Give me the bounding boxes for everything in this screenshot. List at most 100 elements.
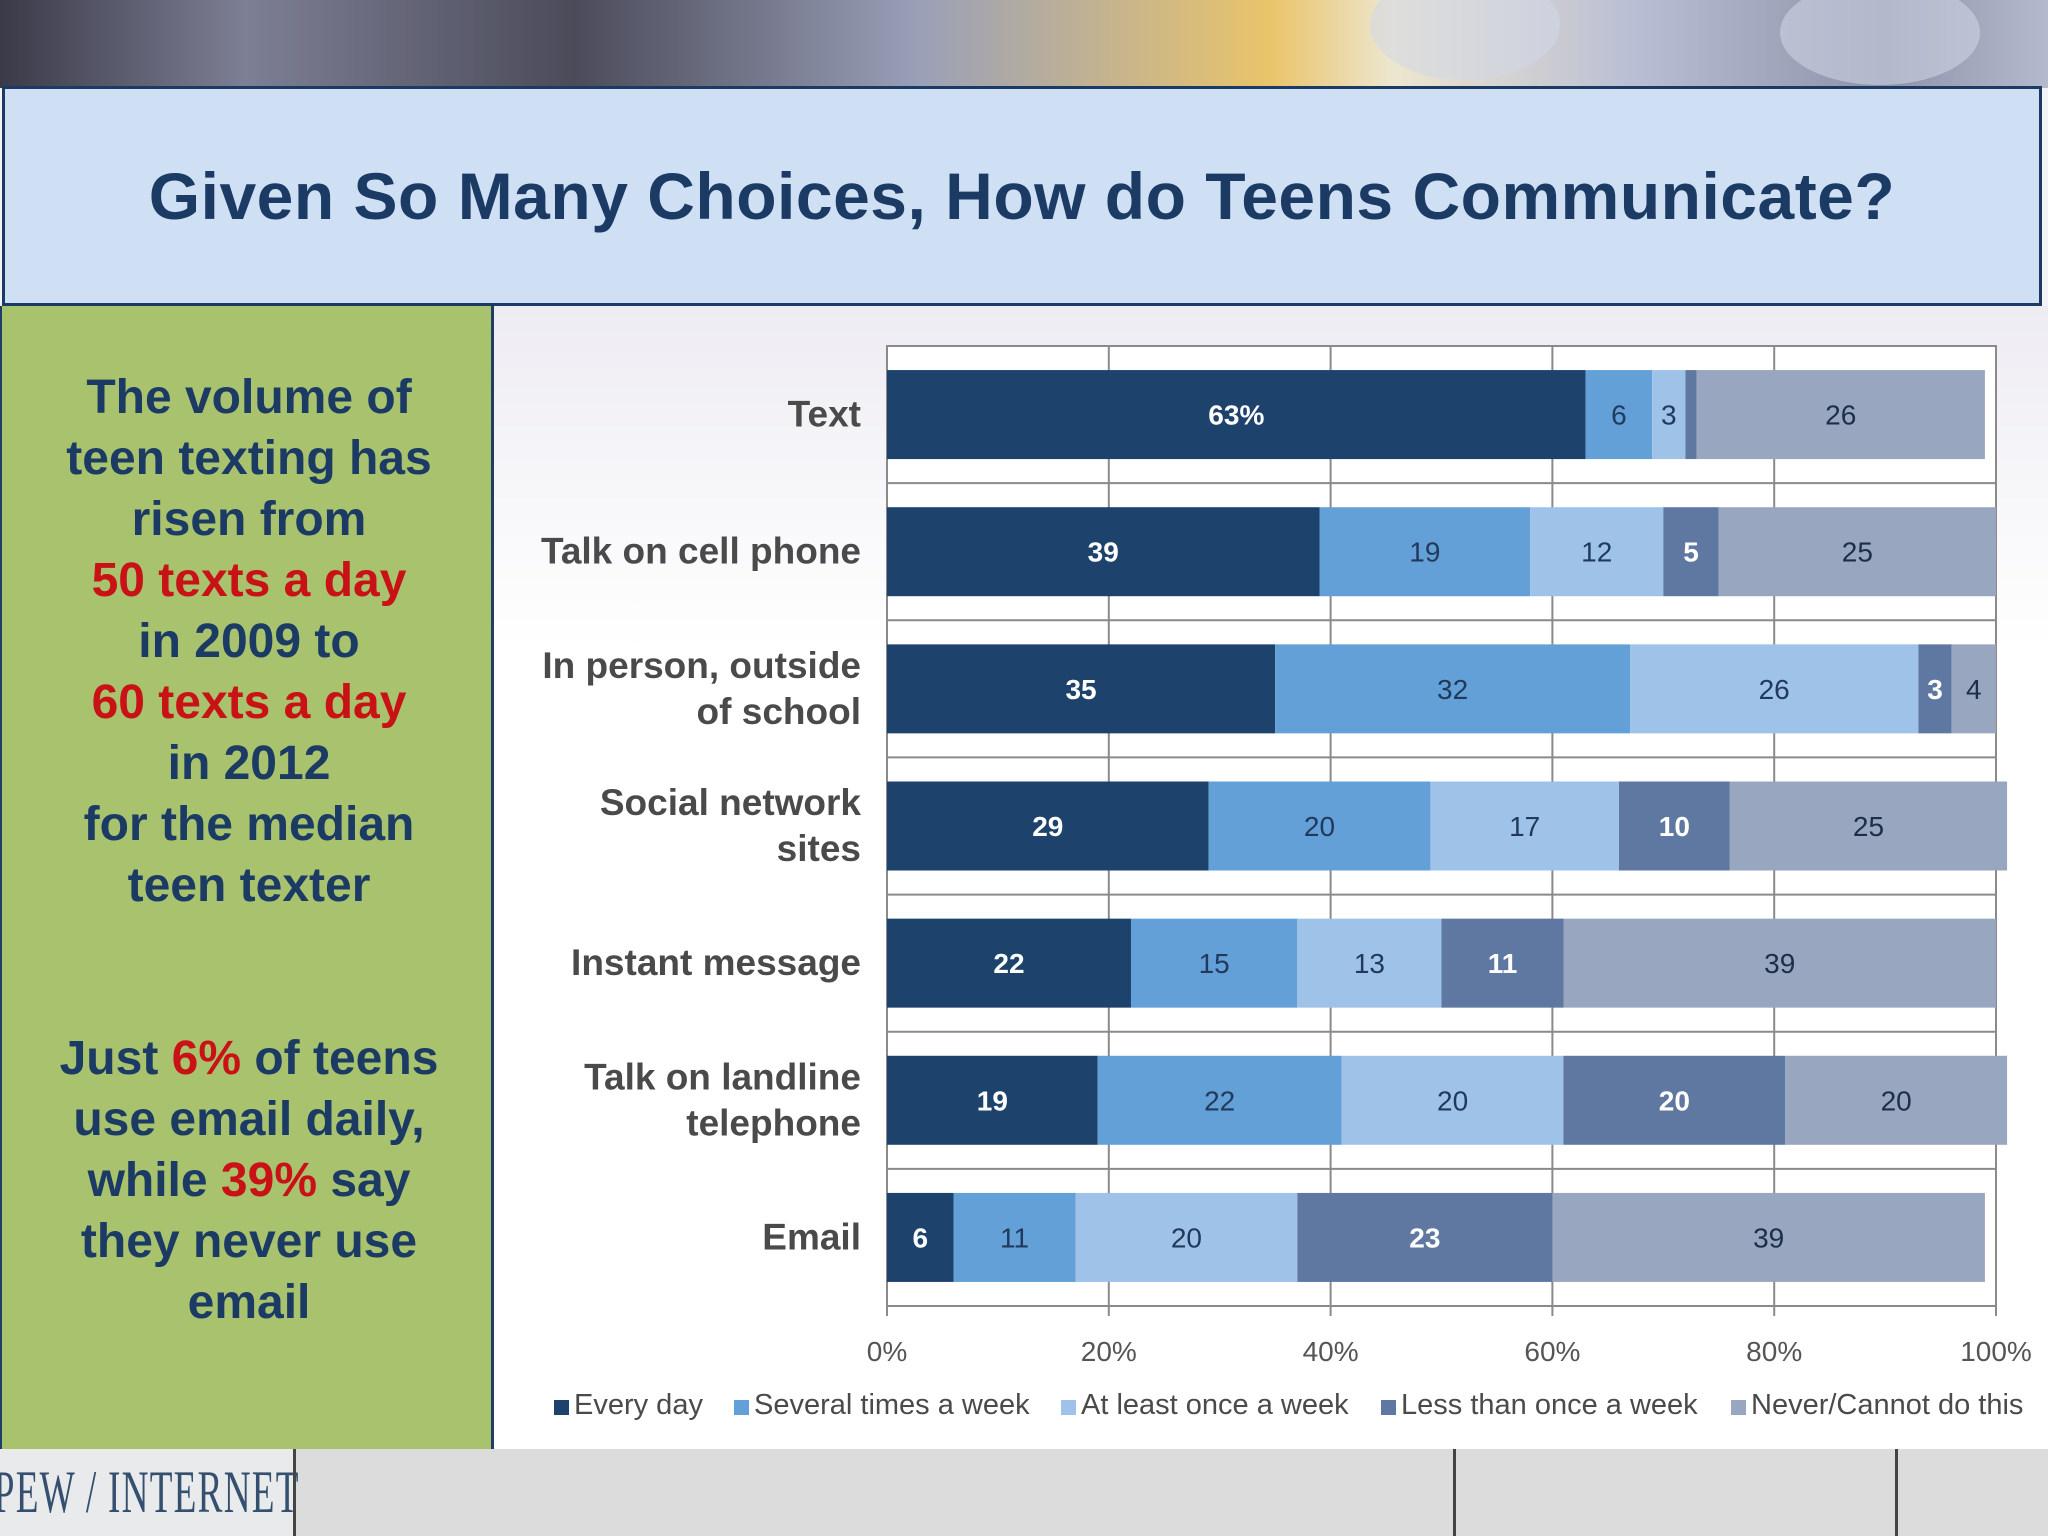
bar-segment [1097,1055,1342,1145]
data-label: 3 [1927,674,1943,705]
side-text: email [187,1276,311,1329]
side-line: they never use [2,1211,496,1272]
data-label: 35 [1065,674,1096,705]
bar-segment [1341,1055,1564,1145]
data-label: 20 [1437,1085,1468,1116]
title-box: Given So Many Choices, How do Teens Comm… [2,86,2042,306]
bar-segment [1319,507,1531,597]
data-label: 20 [1881,1085,1912,1116]
side-line: 50 texts a day [91,554,407,607]
side-text: while [87,1154,221,1207]
footer-divider [293,1449,296,1536]
bar-segment [1918,644,1952,734]
legend-swatch [554,1400,569,1415]
bar-segment [887,781,1209,871]
category-label: sites [777,828,861,869]
header-banner-image [0,0,2048,88]
data-label: 32 [1437,674,1468,705]
x-tick-label: 60% [1524,1336,1580,1367]
side-text: they never use [80,1215,418,1268]
bar-segment [1729,781,2008,871]
category-label: Email [762,1216,861,1257]
x-tick-label: 100% [1960,1336,2032,1367]
data-label: 20 [1659,1085,1690,1116]
bar-segment [1208,781,1431,871]
bar-segment [1075,1192,1298,1282]
legend-swatch [1731,1400,1746,1415]
side-line: for the median [83,798,415,851]
bar-segment [1552,1192,1985,1282]
side-line: Just 6% of teens [2,1028,496,1089]
bar-segment [1696,370,1985,460]
legend-swatch [734,1400,749,1415]
bar-segment [1718,507,1996,597]
side-text: Just [59,1032,172,1085]
x-tick-label: 0% [867,1336,907,1367]
data-label: 10 [1659,811,1690,842]
side-line: 60 texts a day [91,676,407,729]
logo-text: PEW / INTERNET [0,1459,300,1525]
data-label: 6 [912,1222,928,1253]
category-label: Text [788,394,861,435]
data-label: 11 [1000,1222,1029,1253]
category-label: of school [697,691,861,732]
category-label: Social network [600,782,862,823]
data-label: 15 [1199,948,1230,979]
bar-segment [1275,644,1631,734]
bar-segment [1951,644,1996,734]
data-label: 20 [1304,811,1335,842]
footer-divider [1453,1449,1456,1536]
bar-segment [1530,507,1664,597]
highlight-text: 6% [171,1032,242,1085]
side-line: email [2,1272,496,1333]
data-label: 39 [1088,537,1119,568]
side-text: say [317,1154,411,1207]
bar-segment [887,370,1586,460]
data-label: 13 [1354,948,1385,979]
side-panel: The volume of teen texting has risen from 5… [0,306,494,1449]
bar-segment [1441,918,1564,1008]
slide-title: Given So Many Choices, How do Teens Comm… [148,159,1896,233]
bar-segment [1785,1055,2008,1145]
data-label: 12 [1581,537,1612,568]
bar-segment [1563,1055,1786,1145]
data-label: 11 [1488,948,1518,979]
data-label: 5 [1683,537,1699,568]
side-line: while 39% say [2,1150,496,1211]
bar-segment [1297,1192,1553,1282]
keypad-key-shape [1780,0,1980,85]
bar-segment [1618,781,1730,871]
bar-segment [887,507,1320,597]
side-text: of teens [241,1032,439,1085]
pew-internet-logo: PEW / INTERNET [0,1449,298,1536]
legend-swatch [1061,1400,1076,1415]
side-line: use email daily, [2,1089,496,1150]
data-label: 23 [1409,1222,1440,1253]
category-label: In person, outside [542,645,861,686]
x-tick-label: 80% [1746,1336,1802,1367]
legend-label: Less than once a week [1401,1389,1698,1421]
x-tick-label: 40% [1303,1336,1359,1367]
side-line: The volume of [86,371,412,424]
bar-segment [1652,370,1686,460]
bar-segment [887,1055,1098,1145]
category-label: Talk on landline [584,1056,861,1097]
side-text: use email daily, [73,1093,425,1146]
data-label: 25 [1842,537,1873,568]
data-label: 39 [1753,1222,1784,1253]
email-usage-note: Just 6% of teens use email daily, while 39… [2,1028,496,1333]
bar-segment [1130,918,1298,1008]
legend-label: At least once a week [1081,1389,1349,1421]
x-tick-label: 20% [1081,1336,1137,1367]
bar-segment [1663,507,1719,597]
legend-label: Several times a week [754,1389,1030,1421]
data-label: 22 [993,948,1024,979]
bar-segment [1430,781,1619,871]
category-label: telephone [686,1102,861,1143]
data-label: 39 [1764,948,1795,979]
legend-label: Every day [574,1389,703,1421]
category-label: Talk on cell phone [541,531,861,572]
bar-segment [1563,918,1996,1008]
data-label: 26 [1825,400,1856,431]
bar-segment [1297,918,1442,1008]
